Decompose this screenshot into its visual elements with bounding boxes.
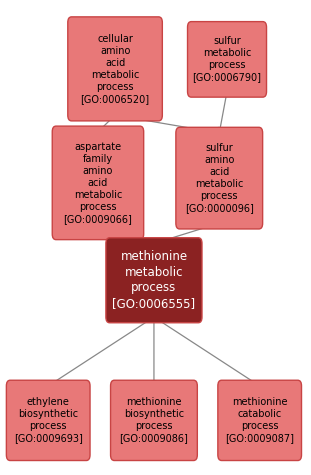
- FancyBboxPatch shape: [6, 380, 90, 461]
- FancyBboxPatch shape: [111, 380, 197, 461]
- FancyBboxPatch shape: [68, 17, 162, 121]
- Text: methionine
biosynthetic
process
[GO:0009086]: methionine biosynthetic process [GO:0009…: [119, 398, 188, 443]
- Text: cellular
amino
acid
metabolic
process
[GO:0006520]: cellular amino acid metabolic process [G…: [81, 34, 150, 104]
- FancyBboxPatch shape: [176, 127, 262, 229]
- FancyBboxPatch shape: [188, 22, 267, 97]
- Text: methionine
metabolic
process
[GO:0006555]: methionine metabolic process [GO:0006555…: [112, 250, 196, 310]
- FancyBboxPatch shape: [106, 238, 202, 323]
- Text: sulfur
metabolic
process
[GO:0006790]: sulfur metabolic process [GO:0006790]: [193, 37, 262, 82]
- Text: aspartate
family
amino
acid
metabolic
process
[GO:0009066]: aspartate family amino acid metabolic pr…: [63, 142, 132, 224]
- FancyBboxPatch shape: [218, 380, 302, 461]
- Text: methionine
catabolic
process
[GO:0009087]: methionine catabolic process [GO:0009087…: [225, 398, 294, 443]
- FancyBboxPatch shape: [52, 126, 144, 240]
- Text: sulfur
amino
acid
metabolic
process
[GO:0000096]: sulfur amino acid metabolic process [GO:…: [185, 143, 254, 213]
- Text: ethylene
biosynthetic
process
[GO:0009693]: ethylene biosynthetic process [GO:000969…: [14, 398, 83, 443]
